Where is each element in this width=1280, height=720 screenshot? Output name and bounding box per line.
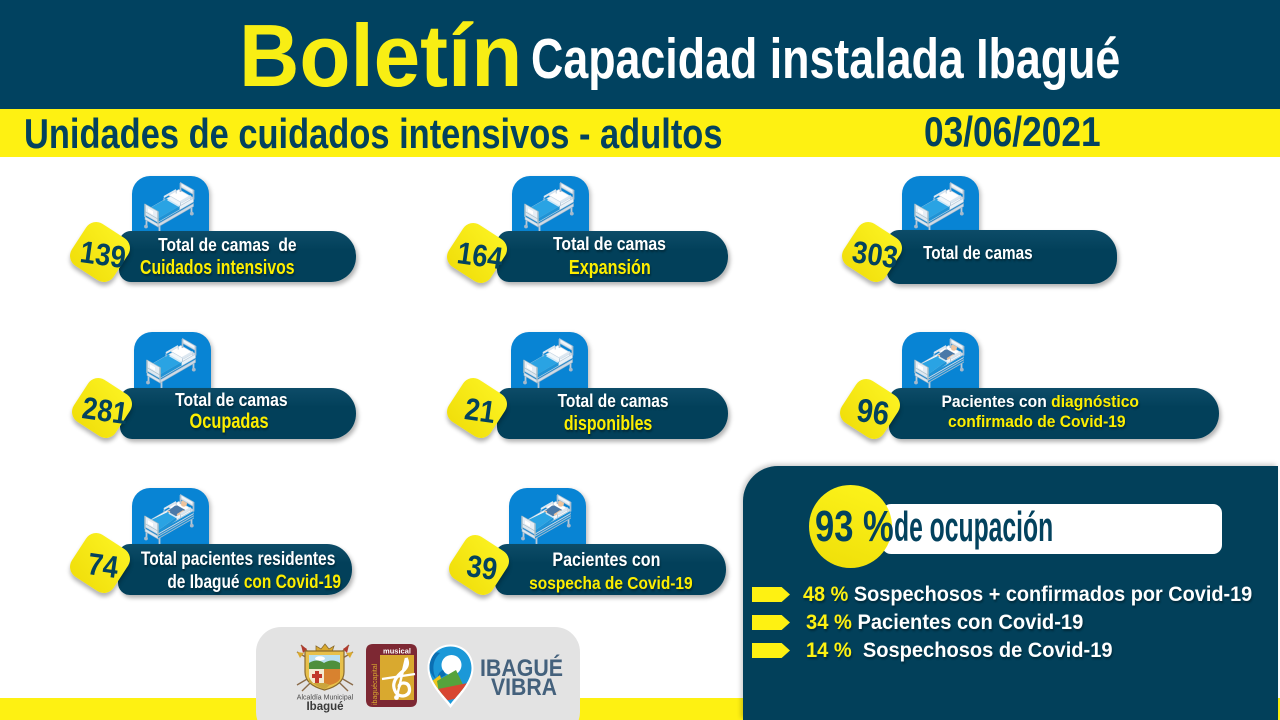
svg-text:musical: musical bbox=[383, 647, 411, 656]
svg-text:ibaguécapital: ibaguécapital bbox=[372, 663, 379, 705]
svg-text:Ibagué: Ibagué bbox=[306, 701, 343, 713]
svg-text:VIBRA: VIBRA bbox=[491, 674, 557, 701]
svg-text:IBAGUÉ: IBAGUÉ bbox=[480, 654, 563, 682]
svg-text:Alcaldía Municipal: Alcaldía Municipal bbox=[297, 695, 354, 702]
